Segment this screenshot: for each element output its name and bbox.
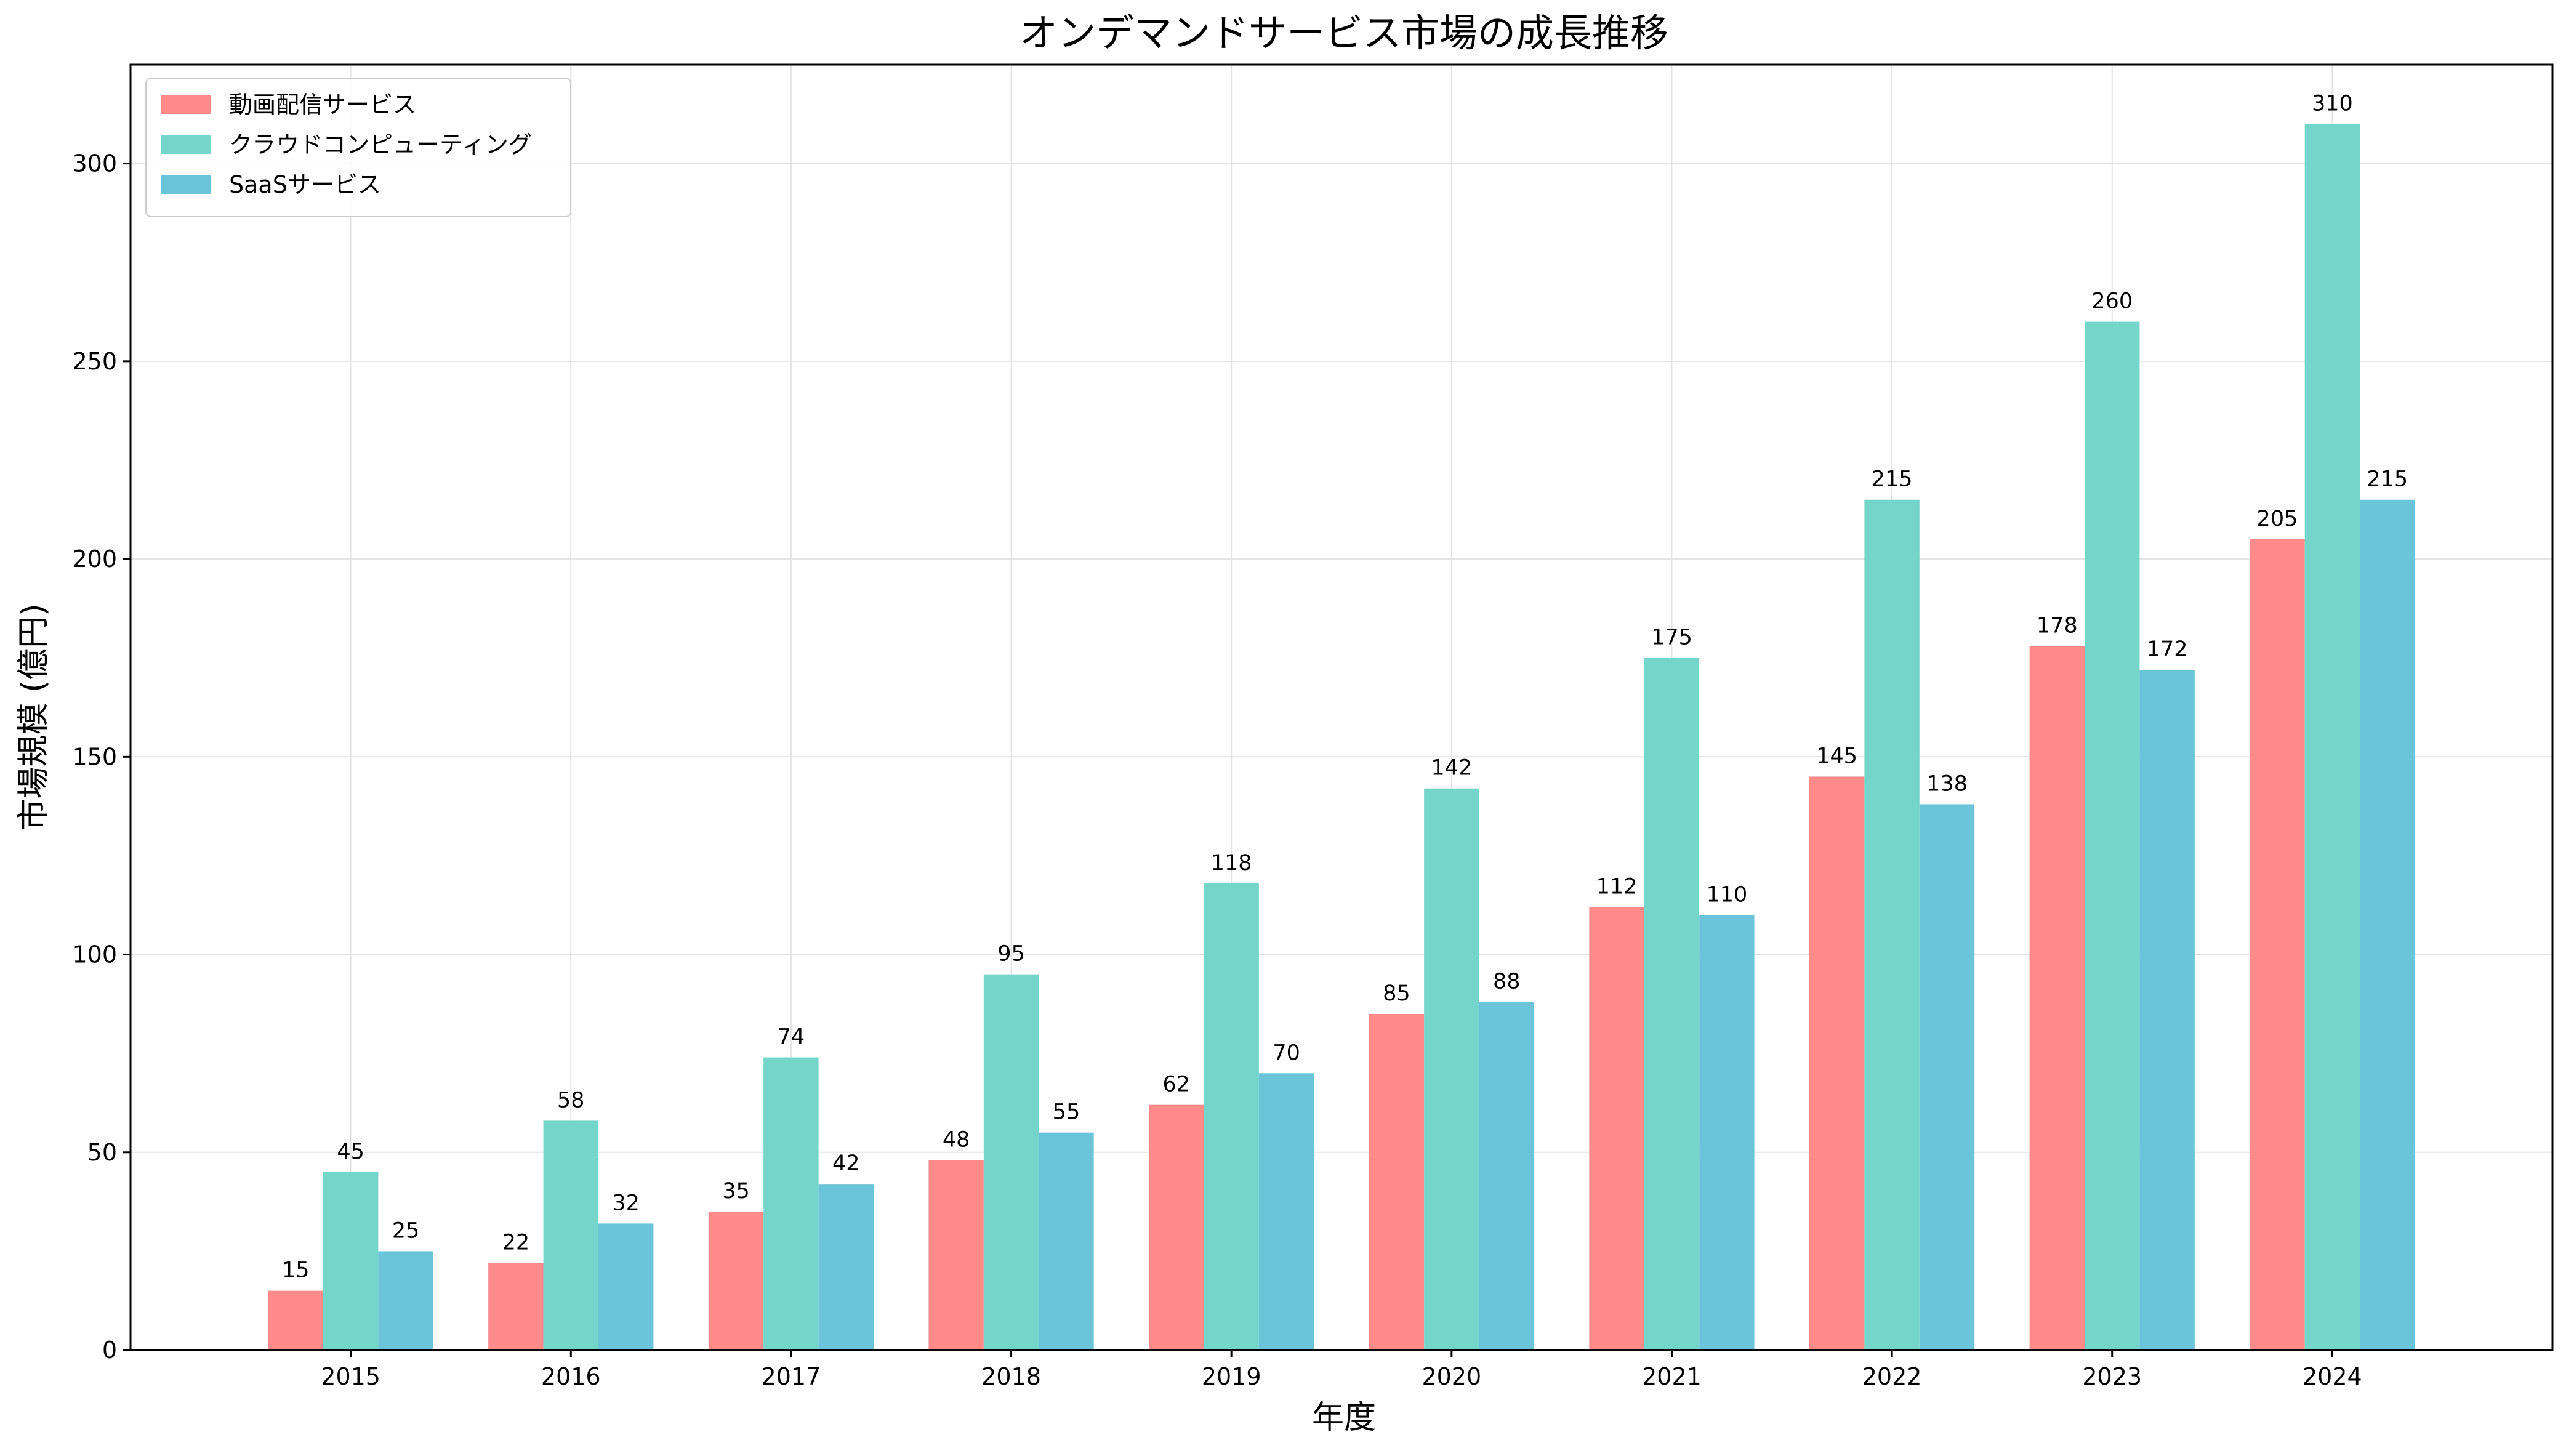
data-label: 48 [943,1128,970,1152]
bar [983,974,1039,1350]
bar [818,1184,874,1350]
bar [1258,1073,1314,1350]
bar [1149,1104,1204,1350]
data-label: 178 [2037,613,2078,638]
x-tick-label: 2020 [1422,1363,1481,1390]
data-label: 138 [1926,771,1968,796]
y-tick-label: 50 [87,1139,117,1166]
bar [323,1172,379,1350]
y-axis: 0 50 100 150 200 250 300 [72,150,131,1364]
bar [1424,788,1479,1350]
data-label: 215 [2367,467,2408,492]
data-label: 112 [1596,874,1638,899]
data-label: 55 [1053,1100,1080,1125]
bars [268,124,2415,1350]
bar [268,1290,323,1350]
data-label: 74 [778,1025,805,1050]
y-tick-label: 250 [72,348,117,375]
x-tick-label: 2016 [541,1363,601,1390]
bar [1699,915,1755,1350]
bar [1589,907,1644,1350]
bar [1644,658,1700,1350]
bar [2029,646,2085,1350]
data-label: 172 [2147,637,2188,662]
data-labels: 15 22 35 48 62 85 112 145 178 205 45 58 74 95 118 142 17… [282,91,2408,1282]
bar [378,1251,433,1350]
x-tick-label: 2019 [1202,1363,1261,1390]
data-label: 215 [1872,467,1913,492]
data-label: 88 [1493,970,1521,994]
x-tick-label: 2021 [1642,1363,1702,1390]
data-label: 15 [282,1258,310,1283]
bar [1479,1002,1534,1350]
y-tick-label: 200 [72,545,117,573]
x-tick-label: 2024 [2303,1363,2362,1390]
bar [2360,499,2415,1350]
data-label: 32 [612,1191,640,1215]
y-tick-label: 100 [72,941,117,968]
bar [2304,124,2360,1350]
data-label: 70 [1273,1040,1300,1065]
legend-label: クラウドコンピューティング [229,131,532,158]
y-axis-title: 市場規模 (億円) [15,603,52,831]
data-label: 205 [2257,507,2298,531]
data-label: 118 [1211,851,1252,875]
legend-swatch [161,135,211,154]
y-tick-label: 150 [72,743,117,770]
data-label: 85 [1383,981,1410,1006]
data-label: 35 [722,1179,750,1204]
data-label: 25 [392,1218,420,1243]
data-label: 142 [1431,756,1472,781]
legend-swatch [161,95,211,114]
bar [763,1057,819,1350]
data-label: 260 [2091,289,2133,314]
bar [488,1263,544,1350]
bar [928,1160,984,1350]
data-label: 22 [502,1231,530,1255]
x-tick-label: 2017 [762,1363,821,1390]
data-label: 45 [337,1140,364,1164]
bar [2250,539,2305,1350]
legend-swatch [161,175,211,194]
x-axis: 2015 2016 2017 2018 2019 2020 2021 2022 2023 2024 [321,1350,2362,1390]
data-label: 58 [557,1088,585,1112]
bar [598,1223,654,1350]
chart-title: オンデマンドサービス市場の成長推移 [1020,10,1668,55]
bar [1039,1132,1094,1350]
bar [1809,776,1865,1350]
data-label: 62 [1162,1072,1190,1097]
x-tick-label: 2023 [2082,1363,2142,1390]
bar [1204,883,1259,1350]
legend-label: 動画配信サービス [229,91,416,118]
data-label: 42 [832,1151,860,1176]
data-label: 310 [2312,91,2353,116]
legend-box [145,78,571,217]
bar [2139,669,2195,1350]
y-tick-label: 0 [102,1337,117,1364]
y-tick-label: 300 [72,150,117,177]
x-tick-label: 2022 [1862,1363,1922,1390]
x-tick-label: 2015 [321,1363,380,1390]
data-label: 110 [1706,882,1747,907]
bar [543,1120,598,1350]
data-label: 145 [1816,744,1857,768]
bar [708,1212,764,1350]
x-axis-title: 年度 [1312,1399,1376,1436]
plot-frame [129,63,2554,1351]
data-label: 95 [997,942,1025,967]
bar [1369,1013,1425,1350]
bar [1919,804,1975,1350]
bar [1864,499,1920,1350]
legend-label: SaaSサービス [229,171,381,198]
data-label: 175 [1651,625,1692,650]
x-tick-label: 2018 [981,1363,1041,1390]
bar [2085,321,2140,1350]
